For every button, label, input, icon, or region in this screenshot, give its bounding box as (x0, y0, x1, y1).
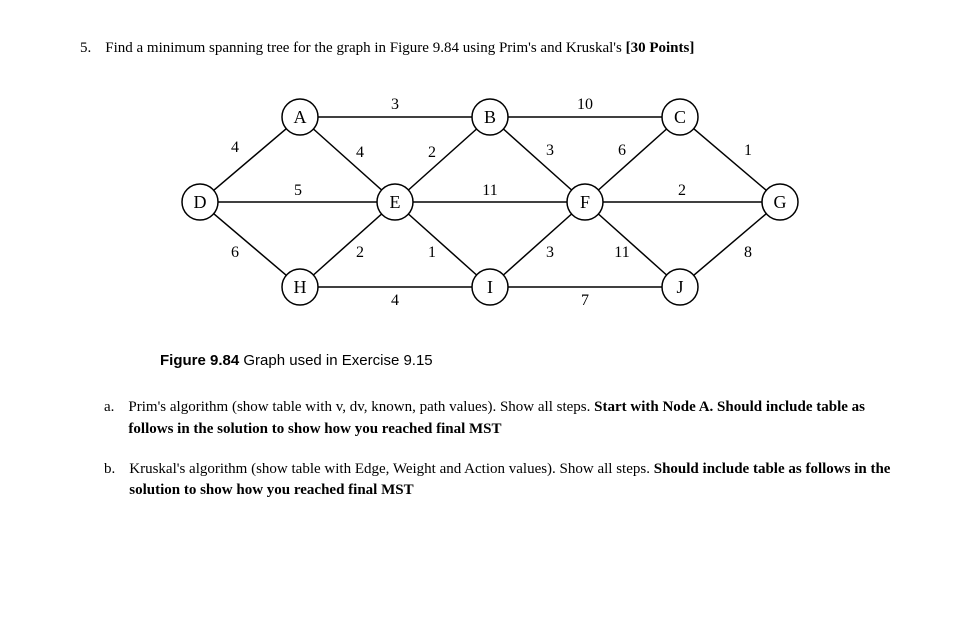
subpart-a-text: Prim's algorithm (show table with v, dv,… (128, 397, 894, 441)
subpart-a-letter: a. (104, 397, 114, 441)
question-row: 5. Find a minimum spanning tree for the … (80, 40, 894, 57)
node-label-B: B (484, 107, 496, 127)
node-label-H: H (294, 277, 307, 297)
edge-G-J (694, 214, 767, 276)
figure-caption-rest: Graph used in Exercise 9.15 (239, 352, 432, 369)
node-label-G: G (774, 192, 787, 212)
edge-A-E (313, 129, 381, 190)
subpart-b-letter: b. (104, 459, 115, 503)
edge-D-H (214, 214, 287, 276)
edge-E-H (313, 214, 381, 275)
edge-F-J (598, 214, 666, 275)
node-label-J: J (676, 277, 683, 297)
edge-weight-B-E: 2 (428, 144, 436, 161)
subpart-b-plain: Kruskal's algorithm (show table with Edg… (129, 461, 653, 477)
subpart-a-plain: Prim's algorithm (show table with v, dv,… (128, 399, 594, 415)
edge-weight-E-H: 2 (356, 244, 364, 261)
edge-B-F (503, 129, 571, 190)
edge-weight-B-C: 10 (577, 96, 593, 113)
question-text: Find a minimum spanning tree for the gra… (105, 40, 694, 57)
question-points: [30 Points] (626, 40, 695, 56)
question-text-plain: Find a minimum spanning tree for the gra… (105, 40, 625, 56)
graph-svg: 3 10 4 4 2 3 6 1 5 11 2 6 2 1 3 11 8 4 7 A B C D E F G H I J (160, 77, 800, 327)
edge-weight-A-B: 3 (391, 96, 399, 113)
subpart-a: a. Prim's algorithm (show table with v, … (104, 397, 894, 441)
graph-figure: 3 10 4 4 2 3 6 1 5 11 2 6 2 1 3 11 8 4 7 A B C D E F G H I J (160, 77, 894, 332)
edge-weight-C-F: 6 (618, 142, 626, 159)
edge-weight-E-I: 1 (428, 244, 436, 261)
node-label-I: I (487, 277, 493, 297)
edge-E-I (408, 214, 476, 275)
edge-weight-C-G: 1 (744, 142, 752, 159)
edge-weight-D-E: 5 (294, 182, 302, 199)
subpart-b: b. Kruskal's algorithm (show table with … (104, 459, 894, 503)
edge-A-D (214, 129, 287, 191)
edge-weight-E-F: 11 (482, 182, 497, 199)
edge-weight-F-G: 2 (678, 182, 686, 199)
node-label-F: F (580, 192, 590, 212)
edge-weight-I-J: 7 (581, 292, 589, 309)
edge-weight-G-J: 8 (744, 244, 752, 261)
edge-weight-B-F: 3 (546, 142, 554, 159)
node-label-D: D (194, 192, 207, 212)
question-number: 5. (80, 40, 91, 57)
figure-caption-bold: Figure 9.84 (160, 352, 239, 369)
edge-C-G (694, 129, 767, 191)
edge-B-E (408, 129, 476, 190)
node-label-A: A (294, 107, 307, 127)
edge-weight-A-D: 4 (231, 139, 239, 156)
edge-weight-H-I: 4 (391, 292, 399, 309)
subparts-list: a. Prim's algorithm (show table with v, … (104, 397, 894, 502)
edge-weight-D-H: 6 (231, 244, 239, 261)
subpart-b-text: Kruskal's algorithm (show table with Edg… (129, 459, 894, 503)
figure-caption: Figure 9.84 Graph used in Exercise 9.15 (160, 352, 894, 369)
node-label-E: E (390, 192, 401, 212)
edge-weight-A-E: 4 (356, 144, 364, 161)
node-label-C: C (674, 107, 686, 127)
edge-C-F (598, 129, 666, 190)
edge-weight-F-J: 11 (614, 244, 629, 261)
edge-weight-F-I: 3 (546, 244, 554, 261)
edge-F-I (503, 214, 571, 275)
